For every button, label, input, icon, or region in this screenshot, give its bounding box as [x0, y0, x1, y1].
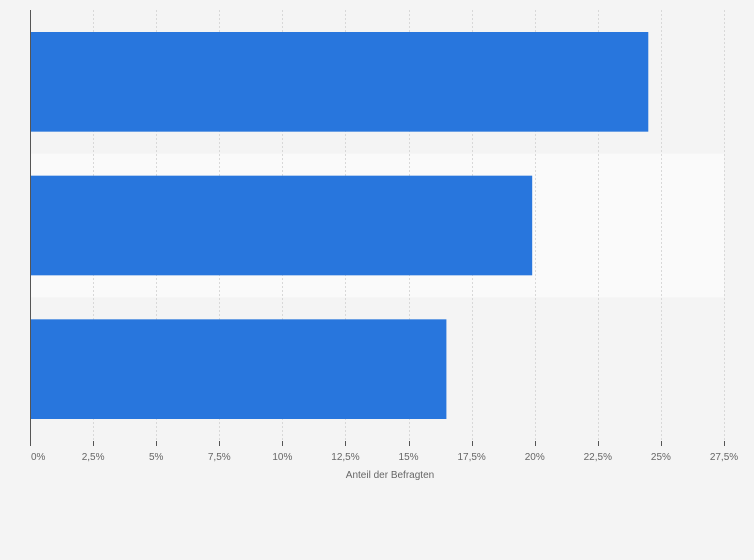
- x-axis-title: Anteil der Befragten: [346, 470, 434, 481]
- axis: [30, 10, 725, 446]
- bars: [30, 32, 649, 419]
- x-tick-label: 0%: [31, 452, 46, 463]
- x-tick-label: 27,5%: [710, 452, 738, 463]
- bar: [30, 32, 649, 132]
- x-tick-label: 22,5%: [584, 452, 612, 463]
- x-tick-label: 15%: [399, 452, 419, 463]
- x-tick-label: 7,5%: [208, 452, 231, 463]
- x-tick-label: 25%: [651, 452, 671, 463]
- x-tick-label: 20%: [525, 452, 545, 463]
- bar: [30, 175, 533, 276]
- x-tick-labels: 0% 2,5% 5% 7,5% 10% 12,5% 15% 17,5% 20% 22,5% 25% 2…: [31, 452, 738, 463]
- x-tick-label: 17,5%: [457, 452, 485, 463]
- x-tick-label: 12,5%: [331, 452, 359, 463]
- x-tick-label: 10%: [272, 452, 292, 463]
- bar: [30, 319, 447, 419]
- x-tick-label: 5%: [149, 452, 164, 463]
- x-tick-label: 2,5%: [82, 452, 105, 463]
